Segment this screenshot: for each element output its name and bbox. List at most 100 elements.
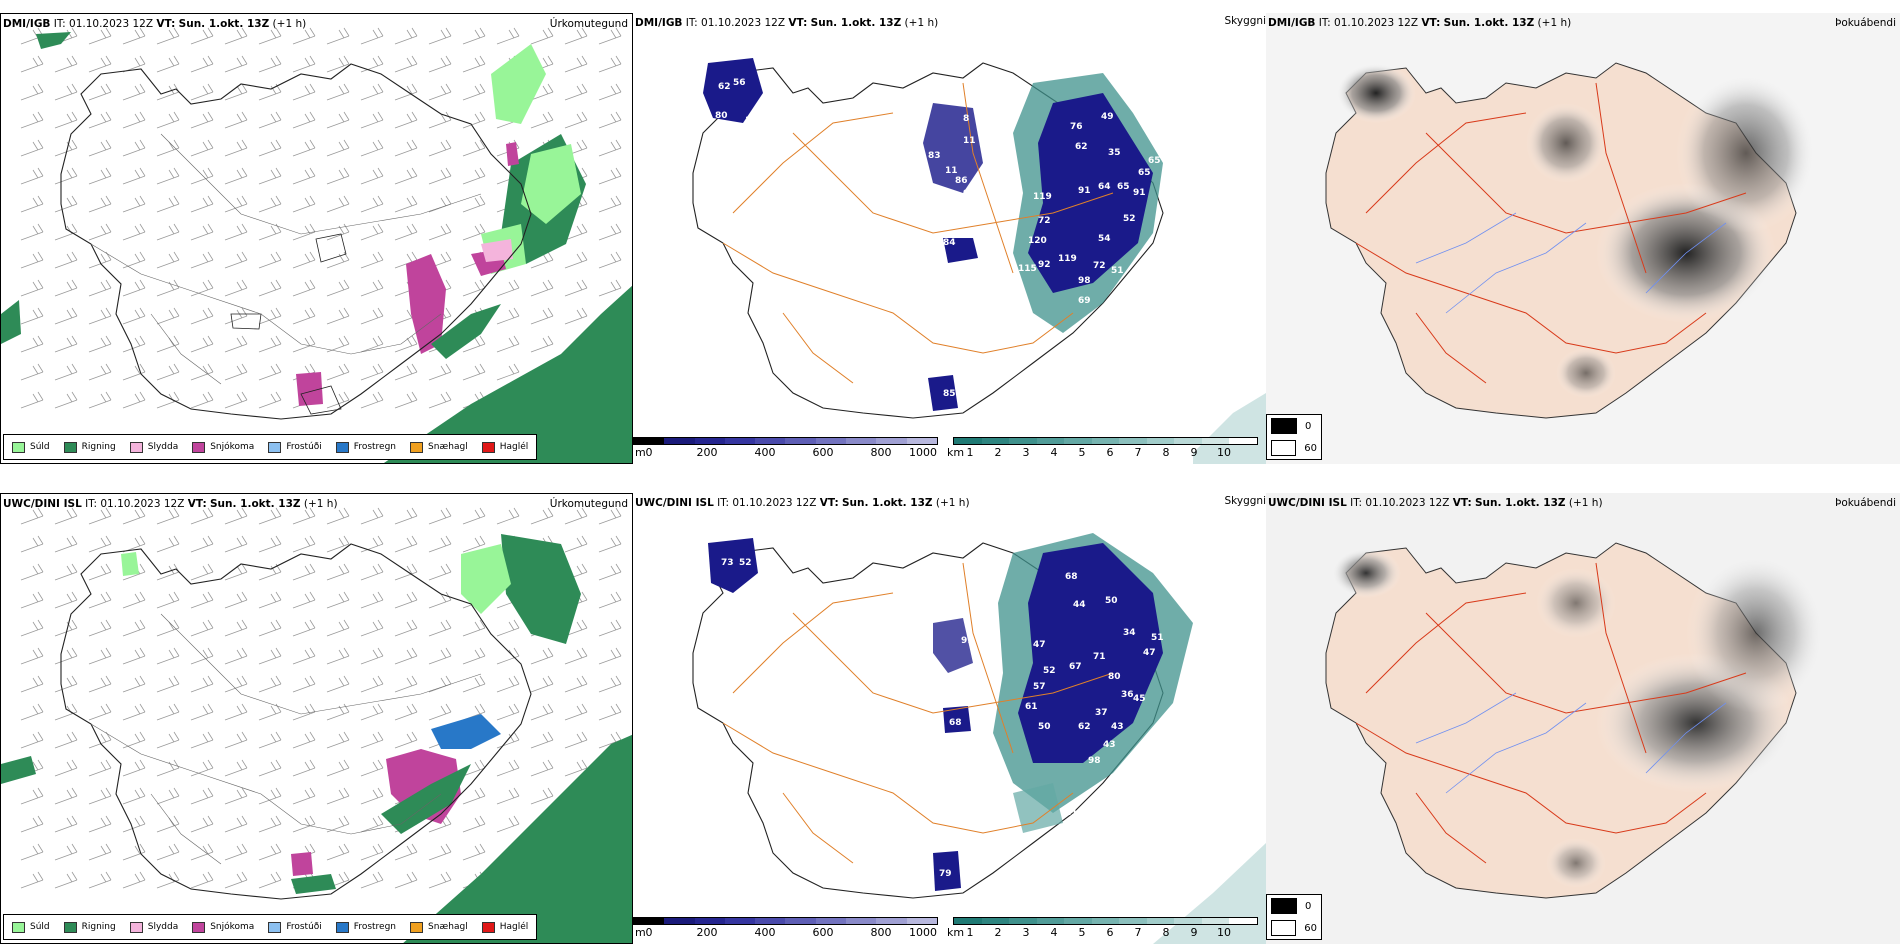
wind-barb bbox=[224, 251, 248, 269]
wind-barb bbox=[190, 27, 214, 45]
wind-barb bbox=[122, 279, 146, 297]
snow-area bbox=[291, 852, 313, 876]
wind-barb bbox=[258, 83, 282, 101]
legend-item: Rigning bbox=[63, 441, 116, 453]
wind-barb bbox=[564, 703, 588, 721]
lowcloud-map bbox=[1266, 13, 1900, 464]
wind-barb bbox=[156, 363, 180, 381]
wind-barb bbox=[224, 335, 248, 353]
cloud-patch bbox=[1336, 63, 1416, 123]
wind-barb bbox=[360, 111, 384, 129]
wind-barb bbox=[156, 391, 180, 409]
colorbar-tick: 9 bbox=[1190, 446, 1198, 459]
colorbar-tick: 1000 bbox=[909, 446, 937, 459]
wind-barb bbox=[190, 759, 214, 777]
colorbar-tick: 1000 bbox=[909, 926, 937, 939]
wind-barb bbox=[428, 871, 452, 889]
wind-barb bbox=[360, 279, 384, 297]
wind-barb bbox=[224, 195, 248, 213]
wind-barb bbox=[54, 167, 78, 185]
panel-header: UWC/DINI ISL IT: 01.10.2023 12Z VT: Sun.… bbox=[635, 497, 970, 509]
wind-barb bbox=[224, 647, 248, 665]
wind-barb bbox=[20, 563, 44, 581]
wind-barb bbox=[530, 27, 554, 45]
rain-area bbox=[381, 764, 471, 834]
wind-barb bbox=[258, 139, 282, 157]
legend-item: Rigning bbox=[63, 921, 116, 933]
wind-barb bbox=[598, 675, 622, 693]
wind-barb bbox=[258, 55, 282, 73]
wind-barb bbox=[88, 563, 112, 581]
wind-barb bbox=[224, 307, 248, 325]
colorbar-tick: 600 bbox=[812, 446, 834, 459]
wind-barb bbox=[360, 167, 384, 185]
wind-barb bbox=[598, 619, 622, 637]
legend-item: Frostúði bbox=[268, 441, 322, 453]
wind-barb bbox=[530, 335, 554, 353]
wind-barb bbox=[122, 787, 146, 805]
wind-barb bbox=[326, 279, 350, 297]
wind-barb bbox=[428, 111, 452, 129]
vis-value: 50 bbox=[1105, 596, 1118, 606]
colorbar-tick: 1 bbox=[966, 926, 974, 939]
wind-barb bbox=[394, 675, 418, 693]
wind-barb bbox=[530, 83, 554, 101]
vis-value: 98 bbox=[963, 189, 976, 199]
wind-barb bbox=[462, 787, 486, 805]
wind-barb bbox=[564, 507, 588, 525]
wind-barb bbox=[428, 647, 452, 665]
vis-value: 86 bbox=[719, 126, 732, 136]
colorbar-tick: 8 bbox=[1162, 446, 1170, 459]
wind-barb bbox=[20, 507, 44, 525]
wind-barb bbox=[496, 759, 520, 777]
wind-barb bbox=[292, 787, 316, 805]
vis-value: 68 bbox=[1065, 572, 1078, 582]
vis-value: 10 bbox=[993, 250, 1006, 260]
wind-barb bbox=[20, 703, 44, 721]
visibility-m-colorbar: m 0 200 400 600 800 1000 bbox=[633, 437, 938, 459]
visibility-km-colorbar: km 1 2 3 4 5 6 7 8 9 10 bbox=[947, 437, 1258, 459]
wind-barb bbox=[156, 167, 180, 185]
wind-barb bbox=[190, 83, 214, 101]
wind-barb bbox=[462, 55, 486, 73]
wind-barb bbox=[54, 647, 78, 665]
wind-barb bbox=[20, 787, 44, 805]
wind-barb bbox=[88, 535, 112, 553]
legend-swatch bbox=[481, 921, 495, 933]
wind-barb bbox=[258, 335, 282, 353]
vis-value: 64 bbox=[1098, 182, 1111, 192]
wind-barb bbox=[530, 731, 554, 749]
legend-swatch bbox=[1271, 898, 1297, 914]
wind-barb bbox=[258, 507, 282, 525]
wind-barb bbox=[88, 703, 112, 721]
wind-barb bbox=[156, 787, 180, 805]
drizzle-area bbox=[491, 44, 546, 124]
wind-barb bbox=[360, 335, 384, 353]
wind-barb bbox=[20, 335, 44, 353]
wind-barb bbox=[462, 619, 486, 637]
wind-barb bbox=[598, 195, 622, 213]
wind-barb bbox=[428, 83, 452, 101]
panel-title: Þokuábendi bbox=[1835, 17, 1896, 29]
wind-barb bbox=[88, 167, 112, 185]
wind-barb bbox=[326, 675, 350, 693]
wind-barb bbox=[462, 83, 486, 101]
wind-barb bbox=[530, 507, 554, 525]
legend-item: Frostregn bbox=[335, 441, 396, 453]
vis-value: 14 bbox=[745, 116, 758, 126]
wind-barb bbox=[54, 815, 78, 833]
wind-barb bbox=[394, 591, 418, 609]
wind-barb bbox=[156, 279, 180, 297]
wind-barb bbox=[88, 647, 112, 665]
wind-barb bbox=[156, 647, 180, 665]
wind-barb bbox=[360, 759, 384, 777]
wind-barb bbox=[462, 759, 486, 777]
wind-barb bbox=[224, 391, 248, 409]
wind-barb bbox=[326, 363, 350, 381]
wind-barb bbox=[122, 507, 146, 525]
coastline bbox=[60, 63, 532, 420]
vis-value: 115 bbox=[1018, 264, 1037, 274]
wind-barb bbox=[54, 279, 78, 297]
vis-value: 73 bbox=[721, 558, 734, 568]
wind-barb bbox=[326, 619, 350, 637]
